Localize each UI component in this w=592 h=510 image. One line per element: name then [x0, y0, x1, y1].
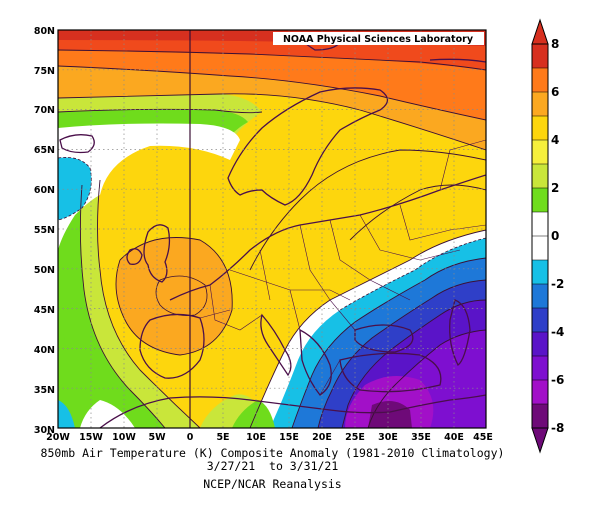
lat-labels: 30N 35N 40N 45N 50N 55N 60N 65N 70N 75N … [34, 26, 55, 436]
lat-label: 60N [34, 185, 55, 196]
colorbar-segments [531, 43, 549, 429]
colorbar-tick-label: -8 [551, 421, 564, 435]
lon-label: 20W [46, 432, 70, 443]
lat-label: 30N [34, 425, 55, 436]
colorbar-segment [531, 67, 549, 93]
colorbar-segment [531, 283, 549, 309]
lat-label: 80N [34, 26, 55, 37]
colorbar-segment [531, 259, 549, 285]
colorbar-tick-label: -6 [551, 373, 564, 387]
colorbar-tick-label: -4 [551, 325, 564, 339]
colorbar-segment [531, 331, 549, 357]
lon-label: 20E [312, 432, 332, 443]
lon-labels: 20W 15W 10W 5W 0 5E 10E 15E 20E 25E 30E … [46, 432, 493, 443]
credit-box [273, 32, 484, 45]
colorbar-segment [531, 379, 549, 405]
lat-label: 65N [34, 145, 55, 156]
colorbar-segment [531, 307, 549, 333]
lat-label: 40N [34, 345, 55, 356]
colorbar-segment [531, 91, 549, 117]
colorbar-tick-label: -2 [551, 277, 564, 291]
date-range: 3/27/21 to 3/31/21 [206, 459, 339, 473]
colorbar-segment [531, 139, 549, 165]
colorbar-segment [531, 235, 549, 261]
colorbar-segment [531, 355, 549, 381]
lon-label: 30E [378, 432, 398, 443]
colorbar-tick-label: 6 [551, 85, 559, 99]
lon-label: 35E [411, 432, 431, 443]
lat-label: 70N [34, 105, 55, 116]
credit-text: NOAA Physical Sciences Laboratory [283, 34, 474, 45]
colorbar-tick-label: 2 [551, 181, 559, 195]
map-frame [57, 29, 487, 429]
colorbar-extend-top [531, 18, 549, 45]
colorbar-segment [531, 115, 549, 141]
dataset-name: NCEP/NCAR Reanalysis [203, 477, 342, 491]
lat-label: 55N [34, 225, 55, 236]
lat-label: 45N [34, 305, 55, 316]
lat-label: 35N [34, 385, 55, 396]
lon-label: 25E [345, 432, 365, 443]
colorbar-segment [531, 163, 549, 189]
colorbar-ticks: 8 6 4 2 0 -2 -4 -6 -8 [551, 37, 564, 435]
lon-label: 5E [216, 432, 229, 443]
figure-title: 850mb Air Temperature (K) Composite Anom… [40, 446, 505, 460]
anomaly-field [58, 30, 486, 428]
lon-label: 15W [79, 432, 103, 443]
lon-label: 10W [112, 432, 136, 443]
colorbar: 8 6 4 2 0 -2 -4 -6 -8 [531, 18, 564, 454]
colorbar-segment [531, 403, 549, 429]
lon-label: 40E [444, 432, 464, 443]
colorbar-extend-bottom [531, 427, 549, 454]
lon-label: 15E [279, 432, 299, 443]
colorbar-tick-label: 8 [551, 37, 559, 51]
lat-label: 50N [34, 265, 55, 276]
lon-label: 45E [473, 432, 493, 443]
colorbar-tick-label: 4 [551, 133, 559, 147]
colorbar-segment [531, 211, 549, 237]
lon-label: 0 [187, 432, 194, 443]
colorbar-segment [531, 43, 549, 69]
colorbar-segment [531, 187, 549, 213]
lat-label: 75N [34, 66, 55, 77]
lon-label: 10E [246, 432, 266, 443]
lon-label: 5W [148, 432, 166, 443]
colorbar-tick-label: 0 [551, 229, 559, 243]
